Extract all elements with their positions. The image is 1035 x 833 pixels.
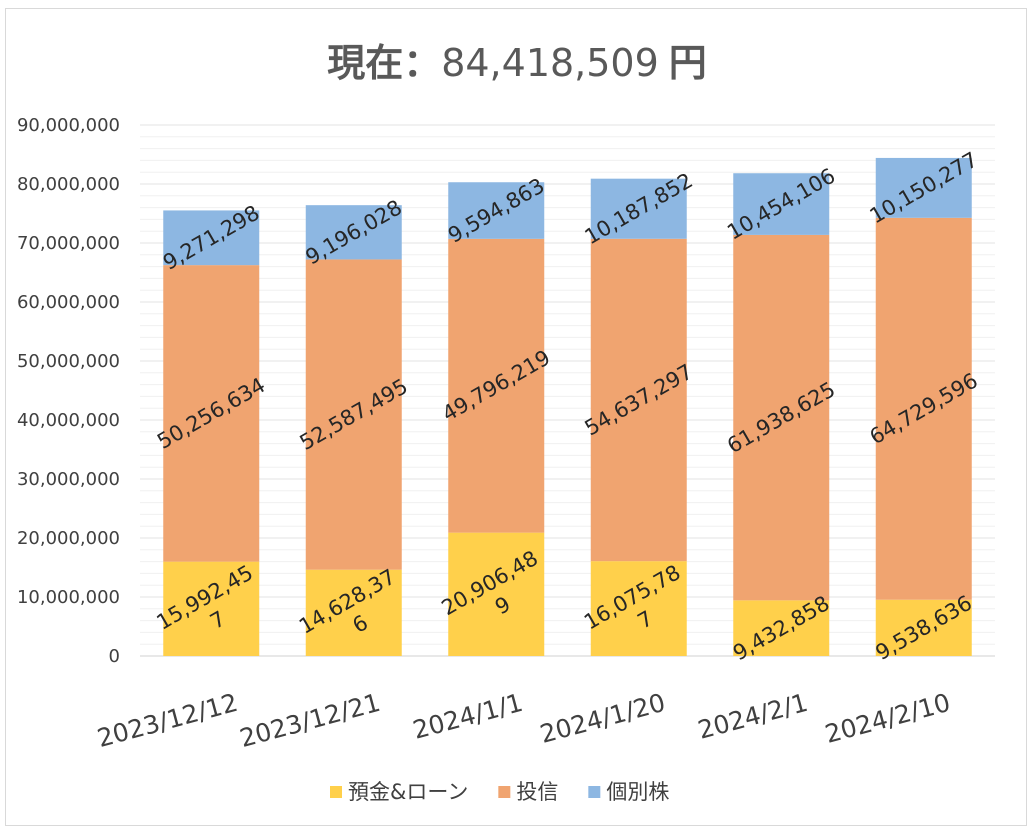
y-tick-label: 50,000,000: [17, 351, 120, 372]
x-tick-label: 2023/12/12: [94, 688, 241, 753]
x-tick-label: 2024/1/1: [410, 688, 526, 745]
chart-title-value: 84,418,509: [441, 41, 659, 85]
bar-segment: [875, 157, 972, 218]
legend-swatch: [498, 786, 511, 798]
chart-title: 現在：84,418,509 円: [327, 41, 707, 85]
x-tick-label: 2023/12/21: [237, 688, 384, 753]
bar-segment: [590, 561, 687, 656]
bar-segment: [448, 182, 545, 239]
bar-segment: [305, 259, 402, 570]
y-axis-ticks: 0 10,000,000 20,000,000 30,000,000 40,000,00…: [17, 115, 120, 667]
x-tick-label: 2024/2/10: [822, 688, 953, 749]
bar-segment: [163, 561, 260, 656]
x-tick-label: 2024/2/1: [695, 688, 811, 745]
bar-segment: [875, 217, 972, 600]
bar-segment: [875, 599, 972, 656]
bar-segment: [733, 234, 830, 601]
y-tick-label: 40,000,000: [17, 410, 120, 431]
legend-label: 個別株: [606, 780, 669, 804]
bar-segment: [590, 238, 687, 562]
legend-swatch: [588, 786, 601, 798]
y-tick-label: 10,000,000: [17, 587, 120, 608]
legend-label: 投信: [516, 780, 558, 804]
y-tick-label: 60,000,000: [17, 292, 120, 313]
bar-segment: [163, 265, 260, 562]
bar-segment: [163, 210, 260, 266]
bar-segment: [733, 600, 830, 656]
legend-label: 預金&ローン: [348, 780, 468, 804]
legend: 預金&ローン 投信 個別株: [330, 780, 669, 804]
bar-segment: [305, 205, 402, 260]
bar-segment: [590, 178, 687, 239]
gridlines: [140, 124, 995, 657]
y-tick-label: 70,000,000: [17, 233, 120, 254]
y-tick-label: 30,000,000: [17, 469, 120, 490]
data-labels: 15,992,45750,256,6349,271,29814,628,3765…: [152, 147, 981, 665]
bar-segment: [305, 569, 402, 656]
y-tick-label: 90,000,000: [17, 115, 120, 136]
bars: [163, 157, 972, 656]
chart-title-unit: 円: [669, 41, 707, 85]
y-tick-label: 80,000,000: [17, 174, 120, 195]
legend-swatch: [330, 786, 342, 798]
bar-segment: [733, 173, 830, 235]
chart-title-label: 現在：: [327, 41, 441, 85]
y-tick-label: 0: [109, 646, 120, 667]
bar-segment: [448, 532, 545, 656]
bar-segment: [448, 238, 545, 533]
x-tick-label: 2024/1/20: [537, 688, 668, 749]
y-tick-label: 20,000,000: [17, 528, 120, 549]
